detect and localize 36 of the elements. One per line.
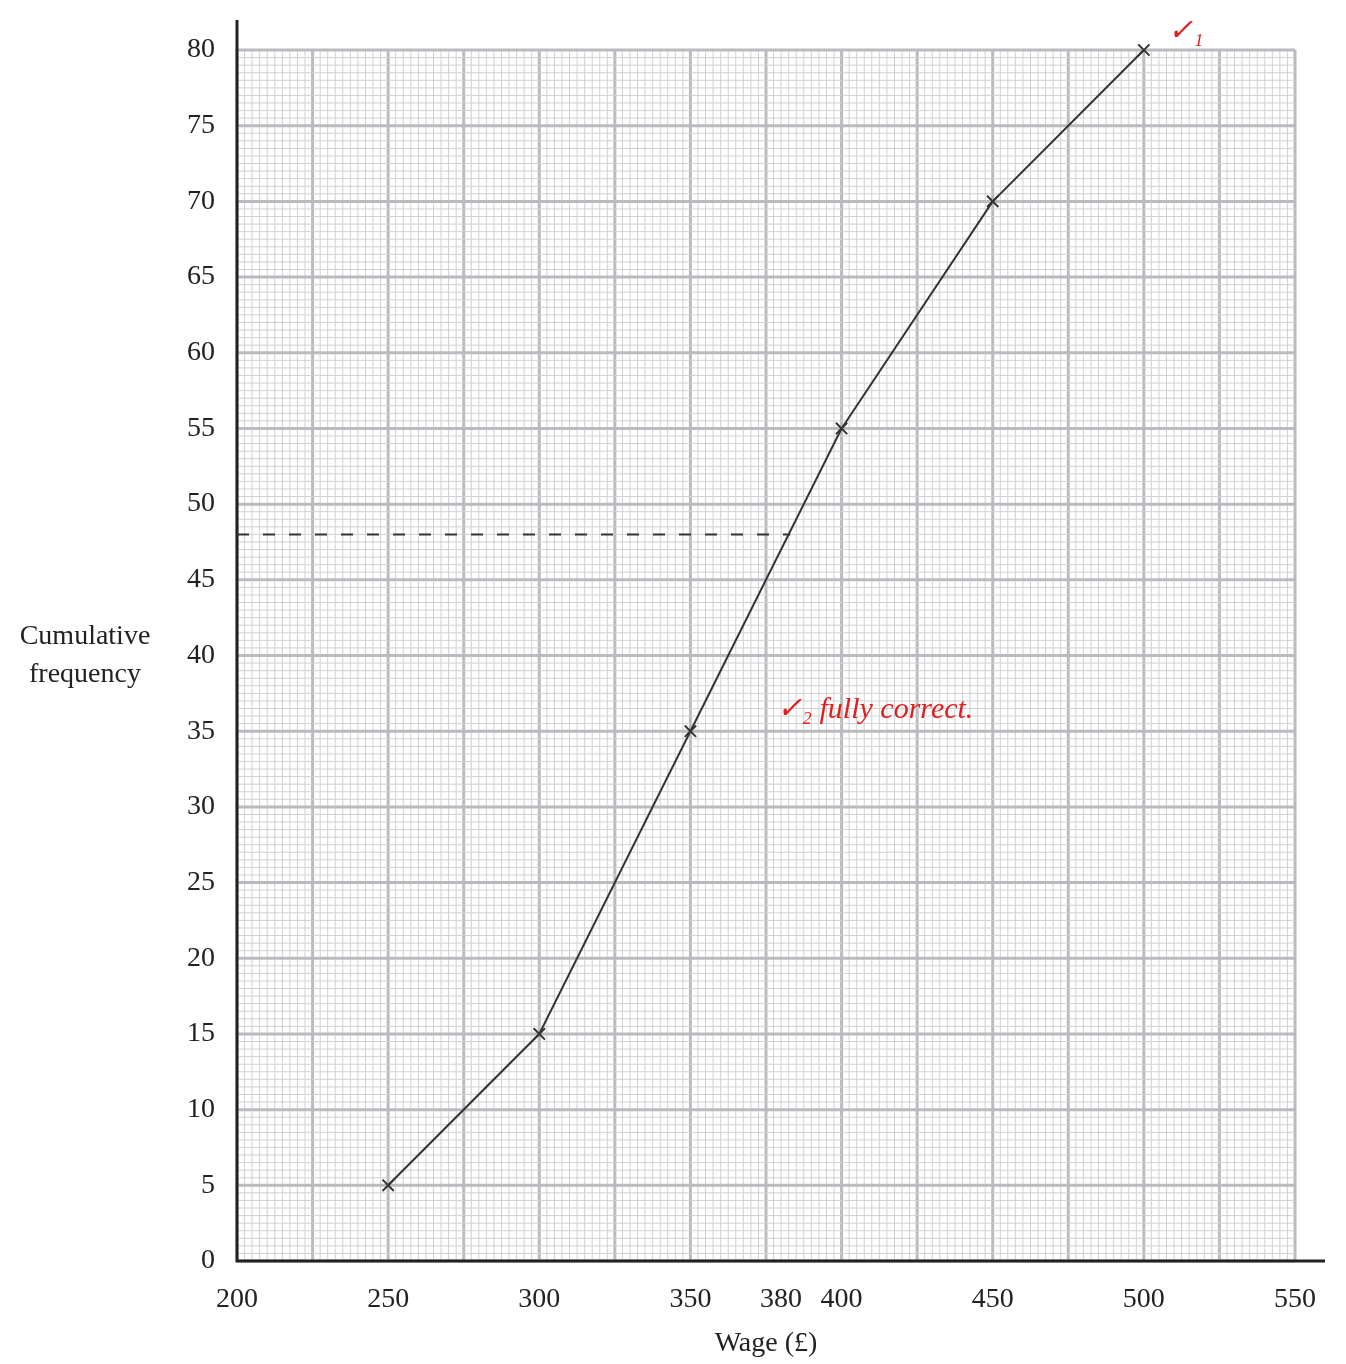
y-axis-title: Cumulative frequency [19, 618, 151, 688]
x-tick-label: 300 [518, 1282, 561, 1314]
y-tick-label: 30 [187, 789, 215, 821]
y-tick-label: 0 [201, 1243, 215, 1275]
y-tick-label: 40 [187, 637, 215, 669]
y-tick-label: 20 [187, 940, 215, 972]
point [381, 1178, 395, 1192]
y-tick-label: 65 [187, 259, 215, 291]
x-tick-label: 350 [669, 1282, 712, 1314]
x-tick-label: 200 [216, 1282, 258, 1314]
x-tick-label: 550 [1274, 1282, 1316, 1314]
point [986, 194, 1000, 209]
y-tick-label: 60 [187, 335, 215, 367]
y-tick-label: 75 [187, 108, 215, 140]
y-tick-label: 55 [187, 410, 215, 442]
point [683, 724, 698, 738]
y-tick-label: 45 [187, 562, 215, 594]
x-tick-label: 380 [760, 1282, 803, 1314]
point [1137, 43, 1151, 57]
x-tick-label: 500 [1122, 1282, 1165, 1314]
y-tick-label: 35 [187, 713, 215, 745]
y-tick-label: 5 [201, 1167, 215, 1199]
y-tick-label: 70 [187, 183, 215, 215]
x-tick-label: 450 [971, 1282, 1014, 1314]
x-axis-title: Wage (£) [714, 1325, 818, 1357]
text: ✓₁ [1168, 12, 1204, 46]
y-tick-label: 25 [187, 864, 215, 896]
x-tick-label: 250 [367, 1282, 410, 1314]
annotation: ✓₂ fully correct. [776, 690, 974, 724]
y-tick-label: 10 [187, 1091, 215, 1123]
point [834, 421, 849, 436]
point [532, 1027, 546, 1041]
y-tick-label: 50 [187, 486, 215, 518]
y-tick-label: 15 [187, 1016, 215, 1048]
x-tick-label: 400 [820, 1282, 863, 1314]
y-tick-label: 80 [187, 32, 215, 64]
